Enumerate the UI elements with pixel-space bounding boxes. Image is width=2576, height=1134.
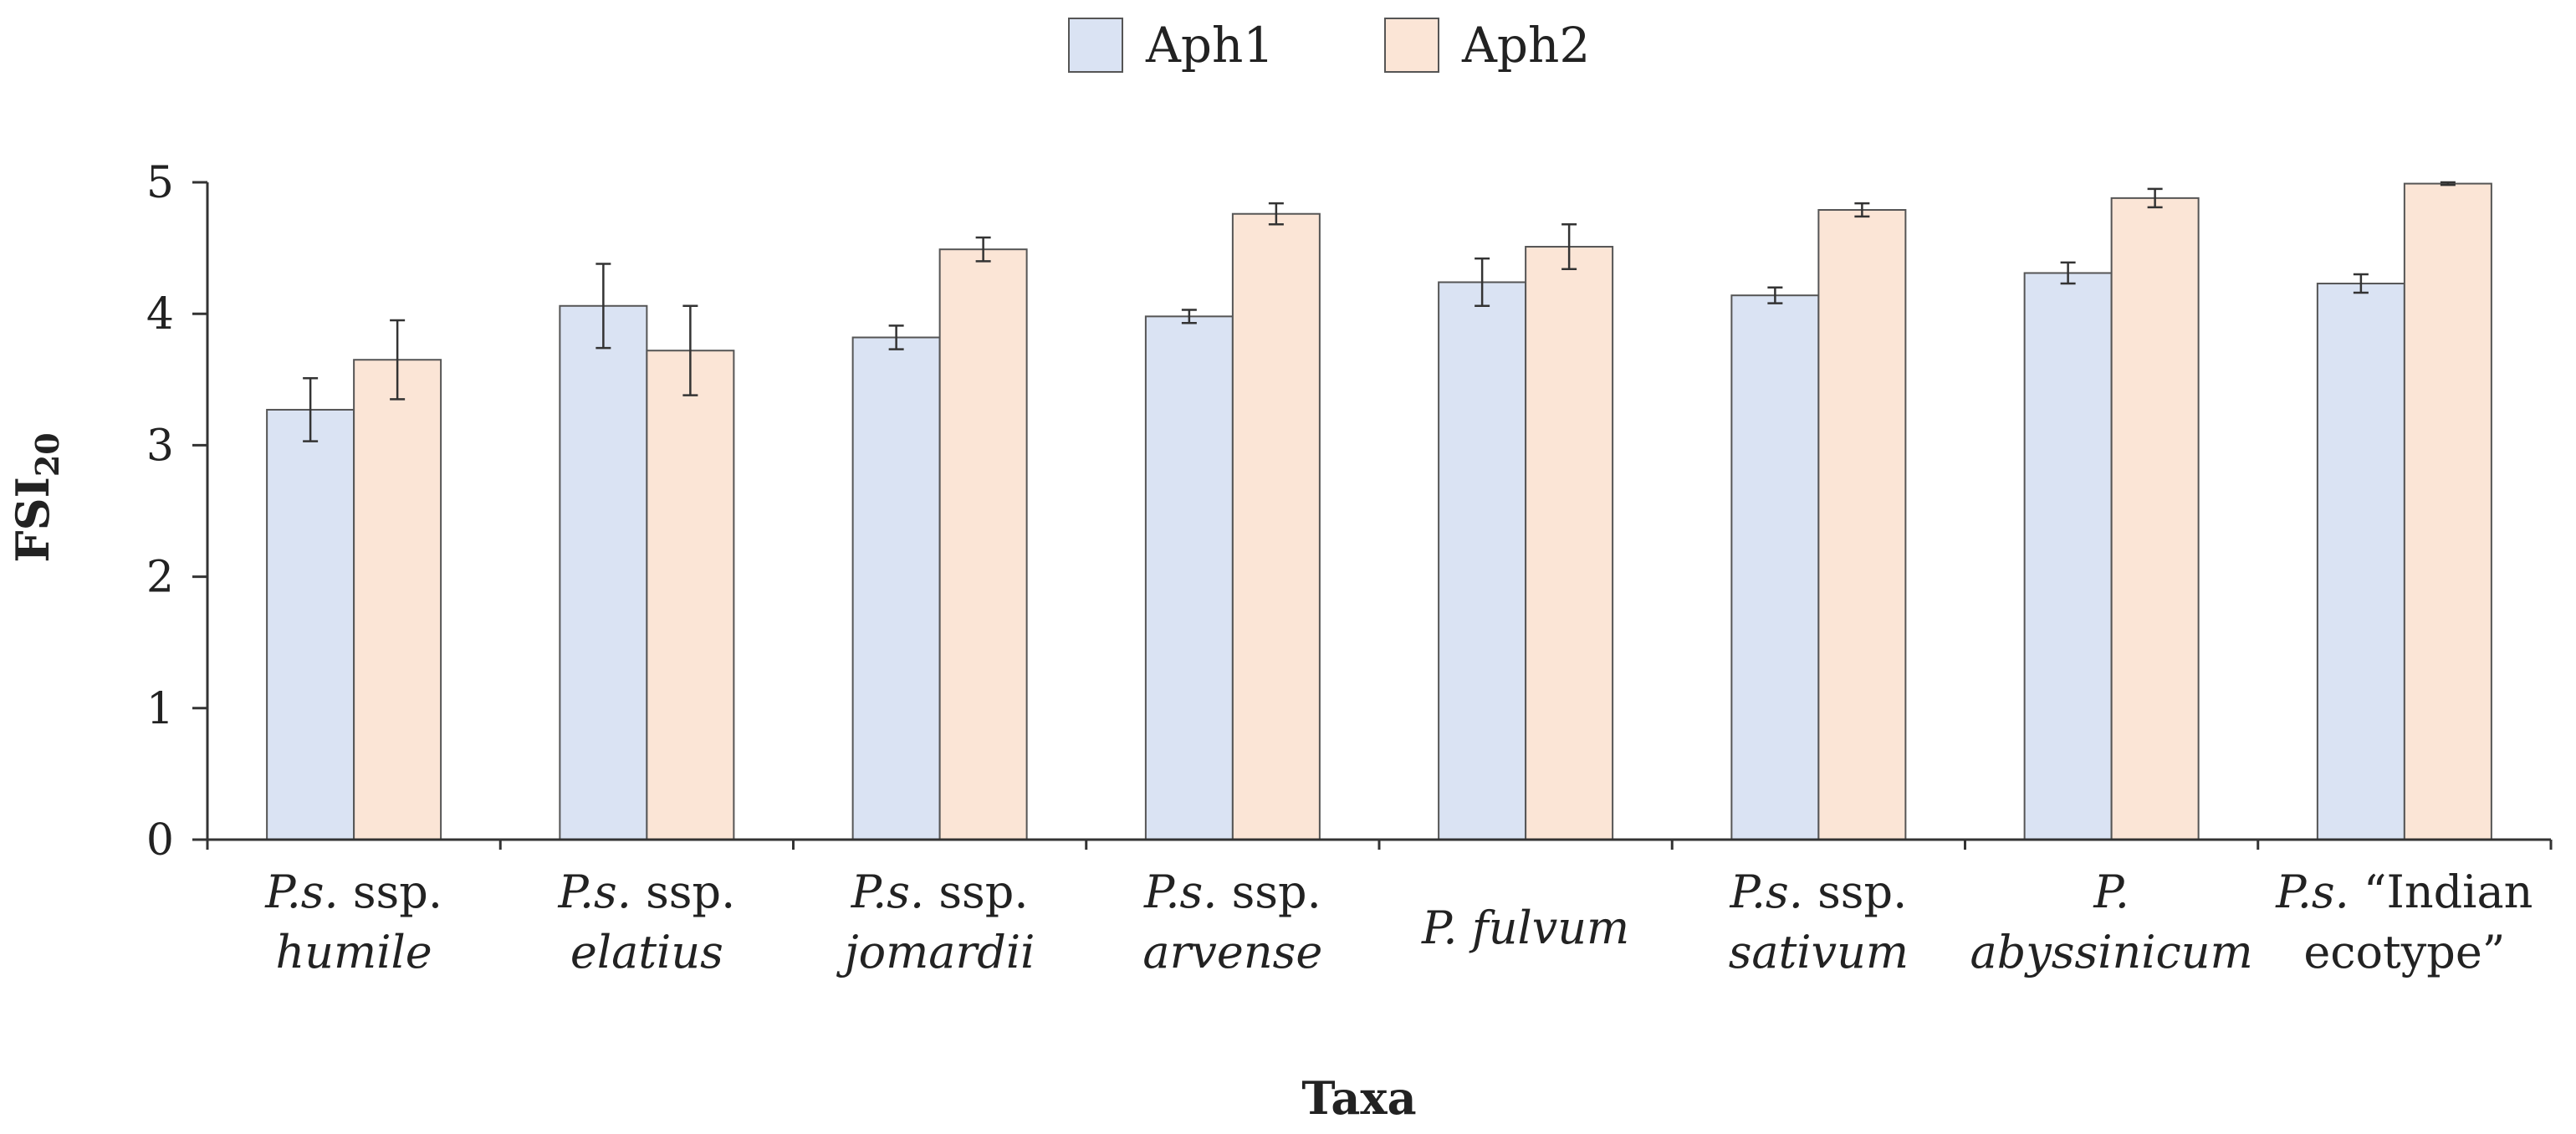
category-label-part: ssp.: [631, 866, 735, 918]
axes: [206, 182, 2553, 850]
category-label-part: P.s.: [1729, 866, 1802, 918]
category-label-4: P. fulvum: [1421, 902, 1629, 954]
y-tick-label: 5: [146, 158, 174, 208]
error-bar-aph2-5: [1854, 202, 1870, 218]
category-label-part: jomardii: [836, 926, 1035, 978]
legend-swatch: [1384, 18, 1439, 73]
category-label-part: ssp.: [924, 866, 1028, 918]
bar-aph1-6: [2023, 272, 2113, 840]
error-bar-aph2-2: [975, 236, 991, 263]
category-label-5: P.s. ssp. sativum: [1729, 866, 1909, 978]
bar-aph2-3: [1231, 212, 1321, 840]
legend-label: Aph2: [1461, 17, 1590, 74]
category-label-part: elatius: [570, 926, 723, 978]
category-label-part: P.: [2093, 866, 2129, 918]
bar-aph1-7: [2316, 283, 2405, 840]
error-bars: [303, 181, 2456, 442]
error-bar-aph1-0: [303, 376, 319, 442]
bar-aph1-2: [851, 336, 941, 841]
category-label-3: P.s. ssp. arvense: [1142, 866, 1322, 978]
bar-aph2-0: [353, 359, 442, 841]
category-label-0: P.s. ssp. humile: [264, 866, 442, 978]
error-bar-aph1-3: [1181, 309, 1197, 324]
category-label-7: P.s. “Indian ecotype”: [2275, 866, 2533, 978]
error-bar-aph2-7: [2440, 181, 2456, 186]
category-label-part: ssp.: [339, 866, 442, 918]
error-bar-aph1-1: [595, 263, 611, 350]
y-axis-title: FSI20: [6, 432, 66, 563]
category-label-part: P. fulvum: [1421, 902, 1629, 954]
bar-aph2-2: [938, 248, 1028, 840]
bar-aph2-6: [2110, 197, 2200, 840]
error-bar-aph1-7: [2353, 273, 2369, 294]
category-label-1: P.s. ssp. elatius: [557, 866, 735, 978]
bar-aph1-4: [1438, 281, 1527, 840]
legend: Aph1 Aph2: [1068, 17, 1590, 74]
bar-aph1-3: [1144, 315, 1234, 840]
category-label-part: ecotype”: [2303, 926, 2505, 978]
y-tick-label: 0: [146, 815, 174, 866]
category-label-part: ssp.: [1217, 866, 1321, 918]
error-bar-aph2-0: [390, 319, 406, 401]
category-label-6: P. abyssinicum: [1970, 866, 2253, 978]
error-bar-aph2-6: [2147, 187, 2163, 209]
error-bar-aph1-2: [888, 324, 904, 350]
legend-swatch: [1068, 18, 1123, 73]
legend-label: Aph1: [1145, 17, 1274, 74]
error-bar-aph2-4: [1561, 223, 1577, 271]
error-bar-aph2-1: [682, 304, 698, 396]
error-bar-aph1-6: [2060, 261, 2076, 285]
x-axis-title: Taxa: [1301, 1071, 1416, 1125]
legend-item-aph1: Aph1: [1068, 17, 1274, 74]
bar-aph1-0: [266, 408, 355, 840]
error-bar-aph2-3: [1268, 202, 1284, 226]
y-tick-label: 4: [146, 289, 174, 340]
legend-item-aph2: Aph2: [1384, 17, 1590, 74]
category-label-part: P.s.: [1143, 866, 1217, 918]
y-tick-label: 3: [146, 421, 174, 471]
category-label-part: ssp.: [1803, 866, 1907, 918]
bar-aph2-4: [1525, 246, 1614, 840]
category-label-2: P.s. ssp. jomardii: [836, 866, 1035, 978]
bar-aph2-5: [1817, 209, 1907, 840]
bar-aph2-7: [2403, 182, 2492, 840]
category-label-part: humile: [275, 926, 432, 978]
category-label-part: sativum: [1729, 926, 1909, 978]
y-tick-label: 2: [146, 553, 174, 603]
category-label-part: P.s.: [264, 866, 338, 918]
bars: [266, 182, 2492, 841]
error-bar-aph1-4: [1475, 257, 1490, 308]
y-ticks: 0 1 2 3 4 5: [146, 158, 207, 866]
error-bar-aph1-5: [1767, 286, 1783, 304]
category-label-part: P.s.: [2275, 866, 2349, 918]
category-label-part: “Indian: [2349, 866, 2533, 918]
category-label-part: P.s.: [557, 866, 631, 918]
category-label-part: P.s.: [851, 866, 924, 918]
bar-aph2-1: [646, 350, 735, 840]
bar-aph1-1: [559, 304, 648, 840]
category-label-part: arvense: [1142, 926, 1322, 978]
category-label-part: abyssinicum: [1970, 926, 2253, 978]
y-tick-label: 1: [146, 684, 174, 734]
bar-aph1-5: [1730, 294, 1820, 840]
